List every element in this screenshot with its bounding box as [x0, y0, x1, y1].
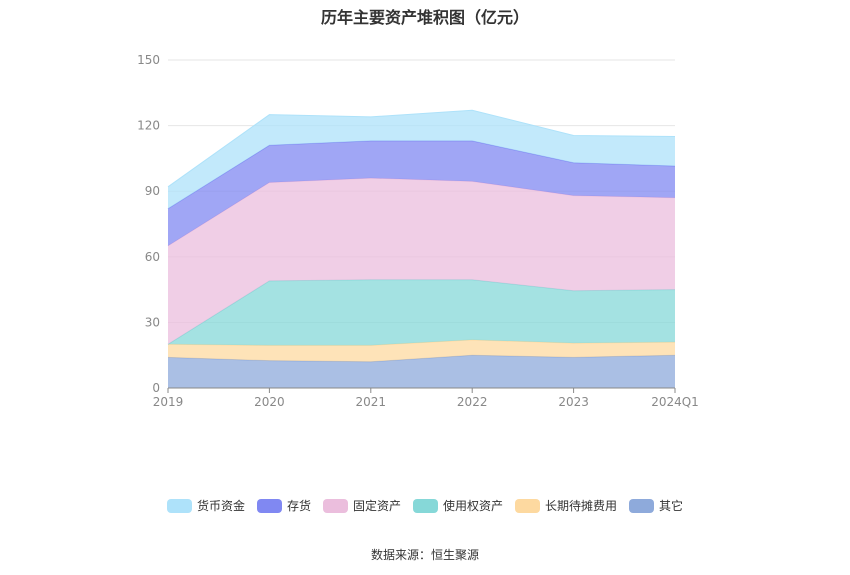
- axes: 0 30 60 90 120 150 2019 2020 2021 2022 2023 2024Q1: [137, 53, 699, 409]
- area-使用权资产: [168, 279, 675, 346]
- legend-swatch: [629, 498, 655, 513]
- x-tick-label: 2023: [558, 395, 589, 409]
- area-series: [167, 109, 676, 388]
- y-tick-label: 150: [137, 53, 160, 67]
- chart-title: 历年主要资产堆积图（亿元）: [320, 8, 529, 27]
- legend-label: 存货: [286, 499, 311, 513]
- x-tick-label: 2021: [356, 395, 387, 409]
- area-其它: [168, 355, 675, 388]
- legend-item-prepaid[interactable]: 长期待摊费用: [515, 497, 617, 514]
- area-货币资金: [168, 110, 675, 209]
- legend-item-other[interactable]: 其它: [629, 497, 683, 514]
- data-source: 数据来源：恒生聚源: [370, 548, 479, 562]
- y-tick-label: 0: [152, 381, 160, 395]
- x-tick-label: 2022: [457, 395, 488, 409]
- area-存货: [168, 140, 675, 246]
- legend-swatch: [256, 498, 282, 513]
- legend-swatch: [515, 498, 541, 513]
- area-edge-货币资金: [167, 109, 676, 188]
- legend-item-cash[interactable]: 货币资金: [166, 497, 245, 514]
- legend-label: 使用权资产: [443, 499, 504, 513]
- legend: 货币资金 存货 固定资产 使用权资产 长期待摊费用 其它: [0, 497, 850, 514]
- legend-label: 其它: [659, 499, 684, 513]
- x-tick-label: 2019: [153, 395, 184, 409]
- legend-swatch: [166, 498, 192, 513]
- area-固定资产: [168, 178, 675, 345]
- y-tick-label: 60: [145, 250, 160, 264]
- legend-swatch: [413, 498, 438, 513]
- legend-label: 货币资金: [196, 499, 245, 513]
- legend-swatch: [322, 498, 348, 513]
- y-tick-label: 30: [145, 315, 160, 329]
- legend-item-right-of-use[interactable]: 使用权资产: [413, 497, 503, 514]
- y-tick-label: 120: [137, 119, 160, 133]
- stacked-area-chart: 0 30 60 90 120 150 2019 2020 2021 2022 2023 2024Q1: [137, 53, 699, 409]
- y-tick-label: 90: [145, 184, 160, 198]
- legend-label: 长期待摊费用: [545, 499, 618, 513]
- legend-item-inventory[interactable]: 存货: [256, 497, 311, 514]
- legend-label: 固定资产: [352, 499, 401, 513]
- x-tick-label: 2024Q1: [651, 395, 699, 409]
- x-tick-label: 2020: [254, 395, 285, 409]
- legend-item-fixed-assets[interactable]: 固定资产: [322, 497, 401, 514]
